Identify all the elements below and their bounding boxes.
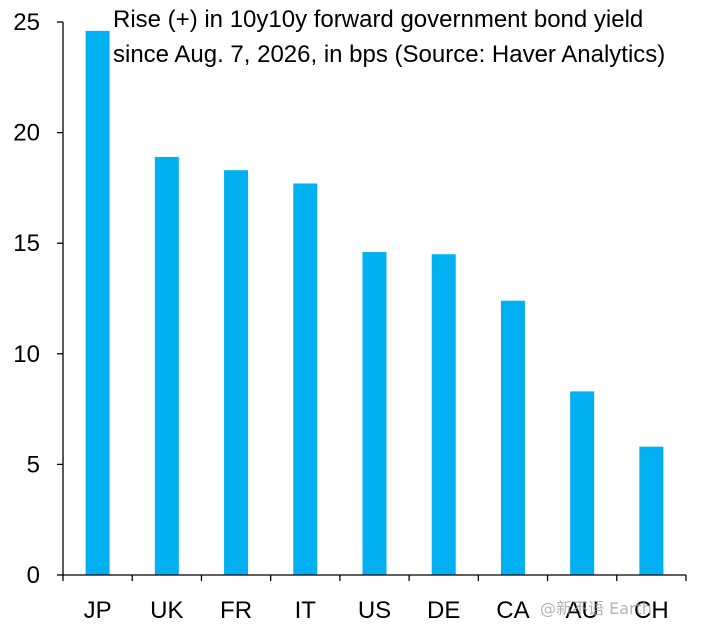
bar-fr [224, 170, 249, 575]
x-tick-label-it: IT [295, 597, 317, 624]
bars-group [85, 30, 664, 576]
y-tick-label: 15 [13, 230, 40, 257]
y-tick-label: 10 [13, 341, 40, 368]
x-tick-label-ch: CH [634, 597, 669, 624]
y-ticks-group: 0 5 10 15 20 25 [13, 9, 63, 589]
y-tick-label: 25 [13, 9, 40, 36]
axes-group [62, 22, 686, 576]
x-tick-label-au: AU [565, 597, 598, 624]
chart-title-line-2: since Aug. 7, 2026, in bps (Source: Have… [113, 41, 665, 68]
x-ticks-group: JP UK FR IT US DE CA AU CH [62, 575, 687, 624]
y-tick-label: 5 [27, 451, 40, 478]
chart-title: Rise (+) in 10y10y forward government bo… [113, 6, 665, 68]
bar-us [362, 252, 387, 576]
bar-ca [500, 300, 525, 575]
x-tick-label-uk: UK [150, 597, 183, 624]
bar-uk [154, 156, 179, 575]
bar-jp [85, 30, 110, 576]
bar-ch [639, 446, 664, 575]
x-tick-label-jp: JP [84, 597, 112, 624]
y-tick-label: 20 [13, 120, 40, 147]
x-tick-label-us: US [358, 597, 391, 624]
x-tick-label-ca: CA [496, 597, 529, 624]
x-tick-label-de: DE [427, 597, 460, 624]
x-tick-label-fr: FR [220, 597, 252, 624]
bar-de [431, 254, 456, 575]
bar-it [293, 183, 318, 576]
chart-title-line-1: Rise (+) in 10y10y forward government bo… [113, 6, 643, 33]
y-tick-label: 0 [27, 562, 40, 589]
bar-au [570, 391, 595, 575]
watermark-text: @新不语 Earth [540, 599, 652, 618]
